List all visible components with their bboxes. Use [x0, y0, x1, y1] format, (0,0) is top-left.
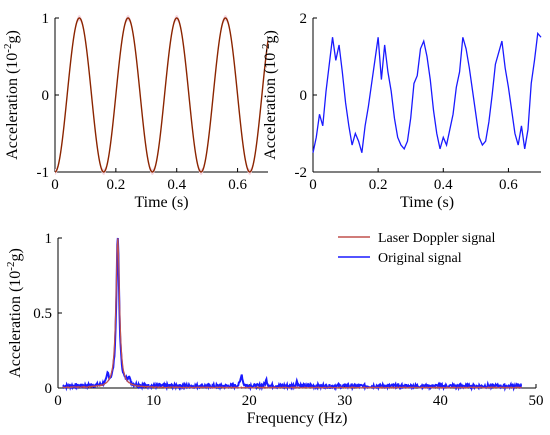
y-tick-label: 0: [42, 88, 50, 104]
x-axis-label: Frequency (Hz): [247, 410, 348, 427]
x-tick-label: 0.2: [106, 177, 125, 193]
x-tick-label: 0.4: [167, 177, 186, 193]
y-axis-label-tail: g): [7, 248, 24, 261]
x-tick-label: 50: [529, 393, 544, 409]
y-axis-label-main: Acceleration (10: [4, 53, 21, 160]
confidence-band: [55, 15, 268, 175]
x-tick-label: 0: [51, 177, 59, 193]
x-axis-label: Time (s): [400, 194, 454, 211]
y-axis-label-sup: -2: [2, 44, 14, 53]
y-tick-label: -2: [295, 165, 308, 181]
x-tick-label: 0.6: [228, 177, 247, 193]
x-tick-label: 0: [54, 393, 62, 409]
legend-label: Laser Doppler signal: [378, 231, 496, 246]
x-tick-label: 0.4: [434, 177, 453, 193]
x-tick-label: 0.6: [499, 177, 518, 193]
x-axis-label: Time (s): [134, 194, 188, 211]
y-axis-label: Acceleration (10-2g): [5, 248, 24, 378]
y-axis-label-sup: -2: [260, 44, 272, 53]
legend-label: Original signal: [378, 251, 462, 266]
y-axis-label: Acceleration (10-2g): [260, 30, 279, 160]
y-axis-label-tail: g): [262, 30, 279, 43]
y-axis-label-main: Acceleration (10: [7, 271, 24, 378]
y-tick-label: 0: [45, 381, 53, 397]
x-tick-label: 0: [309, 177, 317, 193]
y-tick-label: 1: [45, 231, 53, 247]
x-tick-label: 30: [337, 393, 352, 409]
y-axis-label-tail: g): [4, 30, 21, 43]
series-line: [312, 31, 542, 153]
y-tick-label: 1: [42, 11, 50, 27]
y-tick-label: 0.5: [33, 306, 52, 322]
legend: Laser Doppler signal Original signal: [338, 231, 496, 266]
series-line: [54, 17, 269, 173]
y-axis-label-sup: -2: [5, 262, 17, 271]
chart-bottom: 0 10 20 30 40 50 0 0.5 1 Frequency (Hz) Accelerati…: [5, 231, 544, 427]
series-line-laser: [62, 238, 522, 390]
x-tick-label: 40: [433, 393, 448, 409]
y-tick-label: -1: [37, 165, 50, 181]
y-axis-label-main: Acceleration (10: [262, 53, 279, 160]
x-tick-label: 10: [146, 393, 161, 409]
x-tick-label: 20: [242, 393, 257, 409]
y-tick-label: 2: [300, 11, 308, 27]
y-tick-label: 0: [300, 88, 308, 104]
x-tick-label: 0.2: [369, 177, 388, 193]
y-axis-label: Acceleration (10-2g): [2, 30, 21, 160]
